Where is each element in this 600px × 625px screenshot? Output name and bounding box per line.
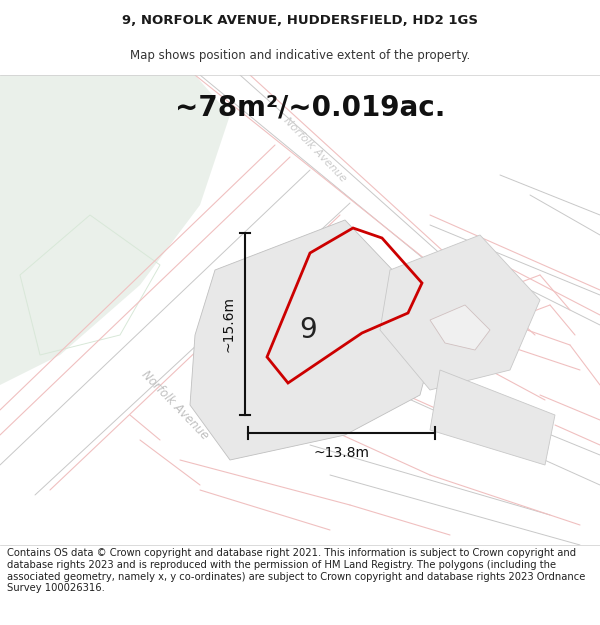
- Polygon shape: [0, 75, 230, 385]
- Text: Norfolk Avenue: Norfolk Avenue: [139, 368, 211, 442]
- Polygon shape: [430, 370, 555, 465]
- Text: Contains OS data © Crown copyright and database right 2021. This information is : Contains OS data © Crown copyright and d…: [7, 549, 586, 593]
- Text: ~15.6m: ~15.6m: [222, 296, 236, 352]
- Text: Map shows position and indicative extent of the property.: Map shows position and indicative extent…: [130, 49, 470, 62]
- Text: ~13.8m: ~13.8m: [314, 446, 370, 460]
- Text: ~78m²/~0.019ac.: ~78m²/~0.019ac.: [175, 93, 445, 121]
- Text: 9, NORFOLK AVENUE, HUDDERSFIELD, HD2 1GS: 9, NORFOLK AVENUE, HUDDERSFIELD, HD2 1GS: [122, 14, 478, 27]
- Polygon shape: [190, 220, 440, 460]
- Text: 9: 9: [299, 316, 317, 344]
- Text: Norfolk Avenue: Norfolk Avenue: [282, 116, 348, 184]
- Polygon shape: [380, 235, 540, 390]
- Polygon shape: [430, 305, 490, 350]
